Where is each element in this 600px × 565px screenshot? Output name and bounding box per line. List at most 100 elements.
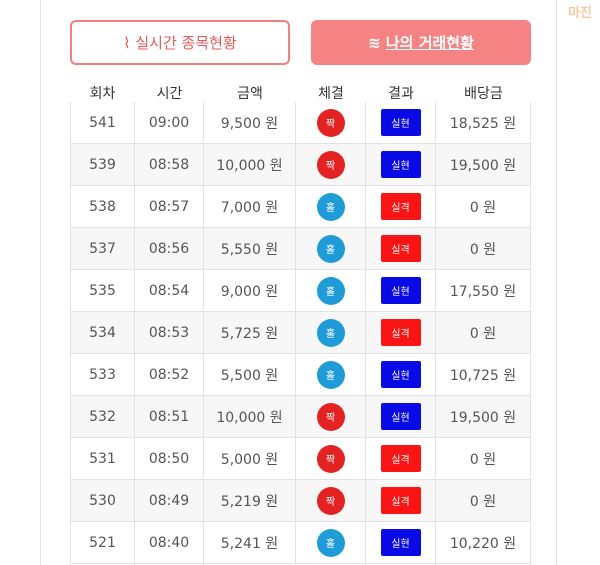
cell: 9,000 원 bbox=[204, 270, 296, 312]
cell: 535 bbox=[70, 270, 135, 312]
cell: 10,725 원 bbox=[436, 354, 531, 396]
cell: 08:56 bbox=[135, 228, 204, 270]
cell: 0 원 bbox=[436, 480, 531, 522]
cell: 실격 bbox=[366, 228, 436, 270]
cell: 10,220 원 bbox=[436, 522, 531, 564]
cell: 실현 bbox=[366, 144, 436, 186]
cell: 08:52 bbox=[135, 354, 204, 396]
cell: 08:58 bbox=[135, 144, 204, 186]
column-header: 시간 bbox=[156, 86, 183, 102]
result-badge: 실격 bbox=[380, 487, 421, 514]
cell: 08:49 bbox=[135, 480, 204, 522]
result-circle: 홀 bbox=[316, 360, 345, 389]
result-circle: 홀 bbox=[316, 192, 345, 221]
cell: 0 원 bbox=[436, 228, 531, 270]
cell: 5,550 원 bbox=[204, 228, 296, 270]
cell: 19,500 원 bbox=[436, 396, 531, 438]
tab-text: 나의 거래현황 bbox=[385, 34, 474, 52]
cell: 530 bbox=[70, 480, 135, 522]
cell: 0 원 bbox=[436, 438, 531, 480]
cell: 538 bbox=[70, 186, 135, 228]
cell: 홀 bbox=[296, 228, 366, 270]
cell: 짝 bbox=[296, 144, 366, 186]
cell: 짝 bbox=[296, 480, 366, 522]
watermark: 마진 bbox=[568, 6, 592, 21]
cell: 539 bbox=[70, 144, 135, 186]
cell: 5,725 원 bbox=[204, 312, 296, 354]
tab-label: ⌇ 실시간 종목현황 bbox=[123, 34, 237, 52]
cell: 08:54 bbox=[135, 270, 204, 312]
result-badge: 실현 bbox=[380, 361, 421, 388]
cell: 19,500 원 bbox=[436, 144, 531, 186]
cell: 실현 bbox=[366, 396, 436, 438]
tab-text: 실시간 종목현황 bbox=[135, 34, 237, 52]
result-badge: 실현 bbox=[380, 403, 421, 430]
result-badge: 실격 bbox=[380, 235, 421, 262]
cell: 홀 bbox=[296, 312, 366, 354]
cell: 실격 bbox=[366, 438, 436, 480]
cell: 0 원 bbox=[436, 186, 531, 228]
tab[interactable]: ≋ 나의 거래현황 bbox=[311, 20, 531, 65]
result-badge: 실현 bbox=[380, 277, 421, 304]
cell: 9,500 원 bbox=[204, 102, 296, 144]
cell: 실격 bbox=[366, 480, 436, 522]
tab[interactable]: ⌇ 실시간 종목현황 bbox=[70, 20, 290, 65]
cell: 실현 bbox=[366, 102, 436, 144]
result-circle: 짝 bbox=[316, 150, 345, 179]
result-badge: 실현 bbox=[380, 529, 421, 556]
result-circle: 짝 bbox=[316, 444, 345, 473]
cell: 08:53 bbox=[135, 312, 204, 354]
cell: 10,000 원 bbox=[204, 396, 296, 438]
cell: 실현 bbox=[366, 522, 436, 564]
frame bbox=[40, 0, 557, 565]
result-badge: 실현 bbox=[380, 151, 421, 178]
cell: 541 bbox=[70, 102, 135, 144]
cell: 0 원 bbox=[436, 312, 531, 354]
cell: 08:50 bbox=[135, 438, 204, 480]
column-header: 금액 bbox=[237, 86, 263, 102]
cell: 7,000 원 bbox=[204, 186, 296, 228]
cell: 5,000 원 bbox=[204, 438, 296, 480]
cell: 홀 bbox=[296, 270, 366, 312]
result-circle: 짝 bbox=[316, 108, 345, 137]
column-header: 회차 bbox=[89, 86, 116, 102]
result-badge: 실격 bbox=[380, 445, 421, 472]
result-circle: 짝 bbox=[316, 486, 345, 515]
column-header: 배당금 bbox=[464, 86, 503, 102]
cell: 짝 bbox=[296, 438, 366, 480]
cell: 532 bbox=[70, 396, 135, 438]
result-circle: 홀 bbox=[316, 528, 345, 557]
cell: 531 bbox=[70, 438, 135, 480]
cell: 실격 bbox=[366, 312, 436, 354]
tab-label: ≋ 나의 거래현황 bbox=[368, 34, 474, 52]
result-circle: 홀 bbox=[316, 234, 345, 263]
cell: 짝 bbox=[296, 396, 366, 438]
cell: 521 bbox=[70, 522, 135, 564]
cell: 홀 bbox=[296, 354, 366, 396]
cell: 짝 bbox=[296, 102, 366, 144]
column-header: 체결 bbox=[318, 86, 344, 102]
cell: 537 bbox=[70, 228, 135, 270]
cell: 실격 bbox=[366, 186, 436, 228]
cell: 533 bbox=[70, 354, 135, 396]
cell: 실현 bbox=[366, 270, 436, 312]
cell: 5,219 원 bbox=[204, 480, 296, 522]
cell: 534 bbox=[70, 312, 135, 354]
cell: 09:00 bbox=[135, 102, 204, 144]
result-badge: 실격 bbox=[380, 319, 421, 346]
cell: 18,525 원 bbox=[436, 102, 531, 144]
result-badge: 실격 bbox=[380, 193, 421, 220]
column-header: 결과 bbox=[388, 86, 414, 102]
cell: 홀 bbox=[296, 186, 366, 228]
result-circle: 홀 bbox=[316, 276, 345, 305]
cell: 5,500 원 bbox=[204, 354, 296, 396]
result-circle: 짝 bbox=[316, 402, 345, 431]
cell: 홀 bbox=[296, 522, 366, 564]
cell: 17,550 원 bbox=[436, 270, 531, 312]
result-badge: 실현 bbox=[380, 109, 421, 136]
cell: 10,000 원 bbox=[204, 144, 296, 186]
cell: 08:51 bbox=[135, 396, 204, 438]
cell: 5,241 원 bbox=[204, 522, 296, 564]
cell: 08:40 bbox=[135, 522, 204, 564]
